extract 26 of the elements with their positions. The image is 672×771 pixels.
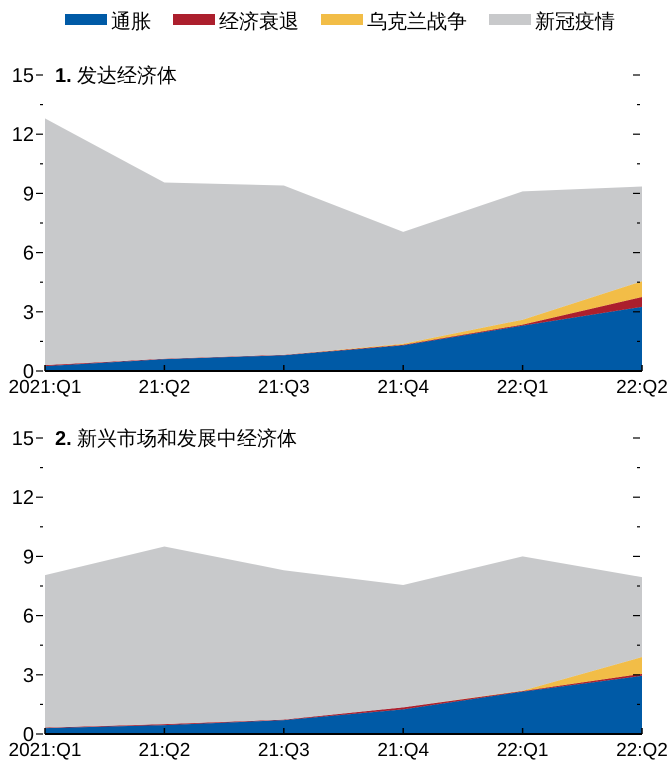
- x-tick-label: 22:Q2: [616, 377, 668, 398]
- y-tick-label: 3: [22, 302, 34, 324]
- legend-label: 乌克兰战争: [367, 11, 467, 33]
- y-tick-label: 12: [12, 124, 34, 146]
- x-tick-label: 22:Q2: [616, 740, 668, 761]
- legend-label: 经济衰退: [219, 11, 299, 33]
- x-tick-label: 22:Q1: [496, 740, 548, 761]
- y-tick-label: 6: [22, 606, 34, 628]
- x-tick-label: 21:Q4: [377, 377, 430, 398]
- y-tick-label: 15: [12, 65, 34, 87]
- chart-title: 2. 新兴市场和发展中经济体: [55, 428, 298, 450]
- legend-label: 通胀: [111, 11, 151, 33]
- y-tick-label: 9: [22, 546, 34, 568]
- x-tick-label: 21:Q3: [258, 377, 310, 398]
- x-tick-label: 21:Q2: [138, 740, 190, 761]
- y-tick-label: 9: [22, 183, 34, 206]
- x-tick-label: 22:Q1: [496, 377, 548, 398]
- y-tick-label: 12: [12, 487, 34, 510]
- x-tick-label: 21:Q3: [258, 740, 310, 761]
- chart-title: 1. 发达经济体: [55, 65, 178, 87]
- y-tick-label: 15: [12, 428, 34, 450]
- legend-label: 新冠疫情: [535, 11, 615, 33]
- x-tick-label: 21:Q2: [138, 377, 190, 398]
- x-tick-label: 21:Q4: [377, 740, 430, 761]
- y-tick-label: 6: [22, 242, 34, 265]
- y-tick-label: 3: [22, 664, 34, 687]
